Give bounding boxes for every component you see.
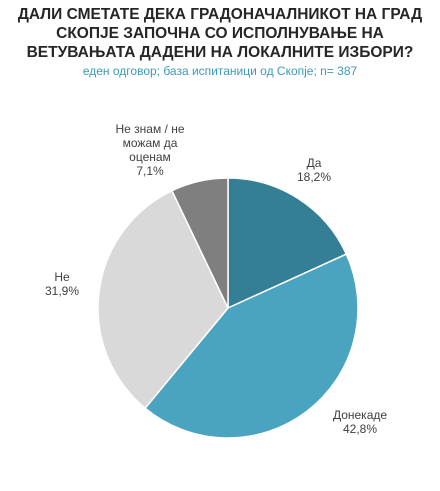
slice-label: Не 31,9%: [32, 270, 92, 298]
chart-subtitle: еден одговор; база испитаници од Скопје;…: [82, 64, 358, 78]
slice-label: Донекаде 42,8%: [315, 408, 405, 436]
pie-slice: [227, 177, 348, 310]
pie-slice: [97, 189, 229, 410]
category-label: Донекаде: [332, 408, 388, 422]
slice-label: Да 18,2%: [274, 156, 354, 184]
value-label: 7,1%: [136, 164, 164, 178]
pie-slice: [144, 253, 359, 439]
category-label: Да: [306, 156, 322, 170]
value-label: 42,8%: [342, 422, 378, 436]
pie-slice: [170, 177, 229, 309]
slice-label: Не знам / не можам да оценам 7,1%: [102, 122, 198, 178]
value-label: 31,9%: [44, 284, 80, 298]
category-label: Не: [54, 270, 70, 284]
value-label: 18,2%: [296, 170, 332, 184]
category-label: Не знам / не можам да оценам: [115, 122, 185, 164]
chart-title: ДАЛИ СМЕТАТЕ ДЕКА ГРАДОНАЧАЛНИКОТ НА ГРА…: [17, 6, 423, 61]
